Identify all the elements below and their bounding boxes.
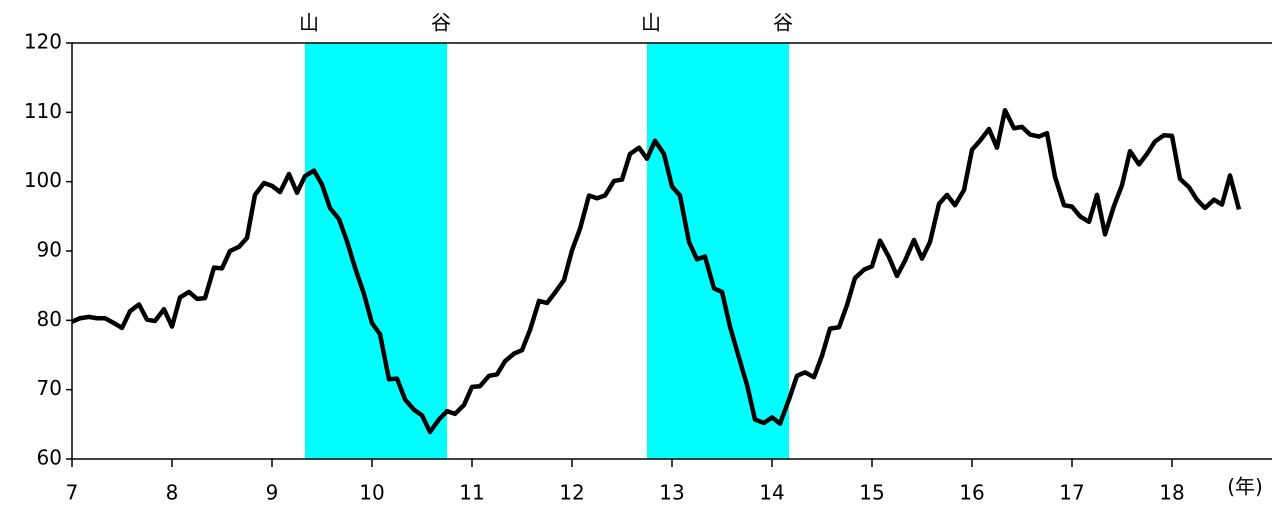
- y-tick-label: 90: [37, 238, 62, 262]
- peak-label: 山: [641, 11, 661, 35]
- recession-band: [305, 43, 447, 459]
- x-axis-label: (年): [1227, 475, 1263, 499]
- x-tick-label: 10: [359, 481, 384, 505]
- trough-label: 谷: [431, 11, 451, 35]
- x-tick-label: 8: [166, 481, 179, 505]
- y-tick-label: 120: [24, 30, 62, 54]
- x-tick-label: 15: [859, 481, 884, 505]
- x-tick-label: 16: [959, 481, 984, 505]
- x-tick-label: 17: [1059, 481, 1084, 505]
- x-tick-label: 7: [66, 481, 79, 505]
- x-tick-label: 11: [459, 481, 484, 505]
- recession-band: [647, 43, 789, 459]
- peak-label: 山: [299, 11, 319, 35]
- x-tick-label: 13: [659, 481, 684, 505]
- y-tick-label: 80: [37, 307, 62, 331]
- trough-label: 谷: [773, 11, 793, 35]
- data-line: [71, 108, 1242, 435]
- y-tick-label: 70: [37, 376, 62, 400]
- y-tick-label: 110: [24, 99, 62, 123]
- x-tick-label: 12: [559, 481, 584, 505]
- x-tick-label: 9: [266, 481, 279, 505]
- x-tick-label: 18: [1159, 481, 1184, 505]
- y-tick-label: 60: [37, 446, 62, 470]
- x-tick-label: 14: [759, 481, 784, 505]
- y-tick-label: 100: [24, 168, 62, 192]
